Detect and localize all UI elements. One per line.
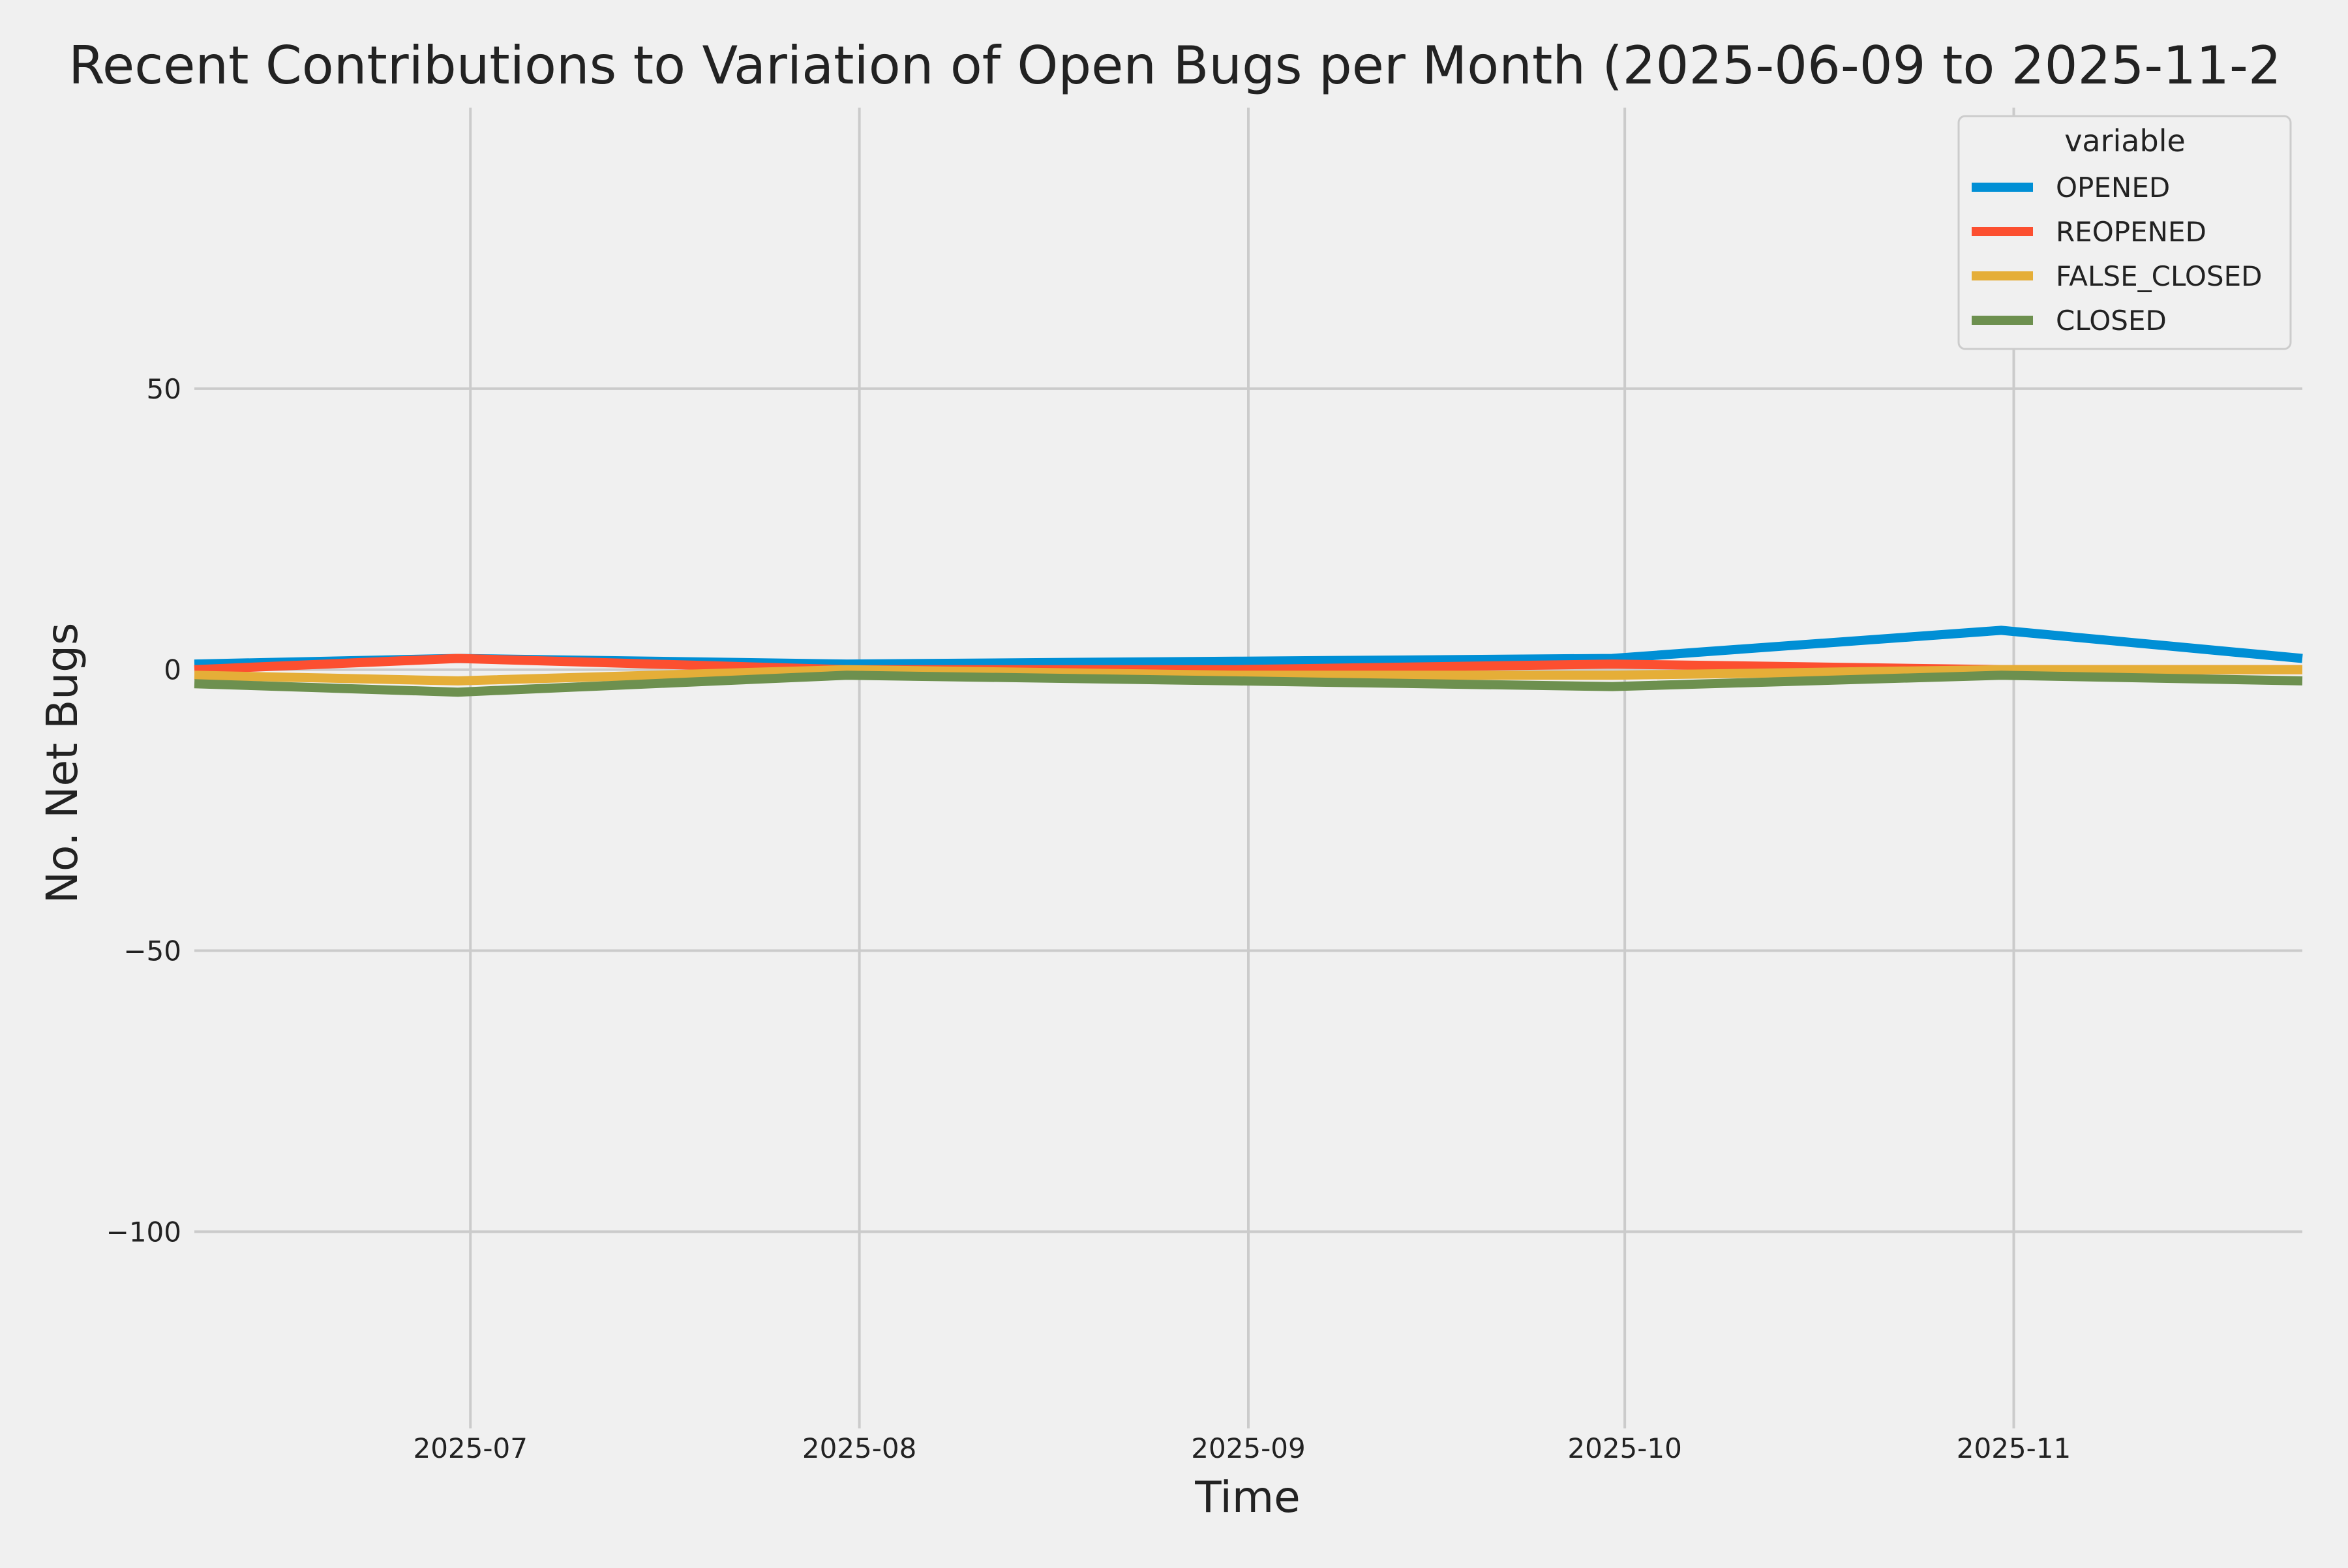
- x-axis-label: Time: [1194, 1472, 1301, 1522]
- y-tick-label: −100: [106, 1216, 181, 1248]
- x-tick-label: 2025-09: [1191, 1432, 1306, 1464]
- legend-label-reopened: REOPENED: [2056, 216, 2206, 248]
- chart-title: Recent Contributions to Variation of Ope…: [68, 35, 2281, 96]
- x-tick-label: 2025-10: [1567, 1432, 1682, 1464]
- legend-items: OPENED REOPENED FALSE_CLOSED CLOSED: [1972, 172, 2262, 337]
- legend-label-opened: OPENED: [2056, 172, 2170, 204]
- x-tick-label: 2025-11: [1957, 1432, 2071, 1464]
- legend-title: variable: [2064, 123, 2186, 158]
- x-tick-label: 2025-08: [802, 1432, 917, 1464]
- x-tick-labels: 2025-07 2025-08 2025-09 2025-10 2025-11: [413, 1432, 2071, 1464]
- legend-label-closed: CLOSED: [2056, 305, 2167, 337]
- legend-box: [1957, 115, 2292, 350]
- y-tick-label: −50: [123, 935, 181, 967]
- y-tick-label: 0: [164, 654, 181, 686]
- legend: variable OPENED REOPENED FALSE_CLOSED CLOSE…: [1957, 115, 2292, 350]
- y-tick-label: 50: [147, 373, 181, 405]
- series-line-closed: [194, 671, 2303, 697]
- y-axis-label: No. Net Bugs: [37, 623, 87, 904]
- y-tick-labels: 50 0 −50 −100: [106, 373, 181, 1248]
- x-tick-label: 2025-07: [413, 1432, 528, 1464]
- series-line-false-closed: [194, 665, 2302, 686]
- legend-label-false-closed: FALSE_CLOSED: [2056, 260, 2262, 292]
- series-lines: [194, 626, 2303, 697]
